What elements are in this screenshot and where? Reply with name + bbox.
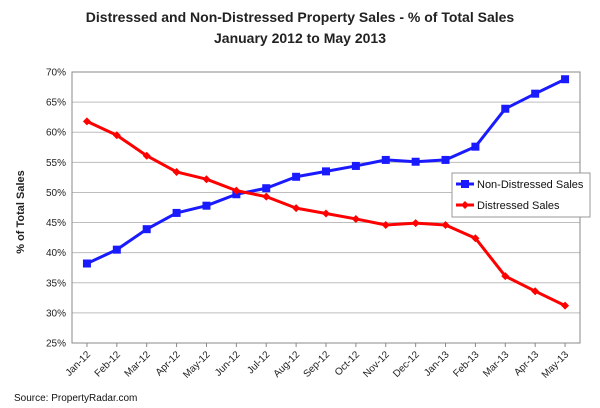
data-point bbox=[531, 89, 540, 98]
x-tick-label: Nov-12 bbox=[361, 349, 392, 380]
x-tick-label: Jul-12 bbox=[245, 349, 272, 376]
data-point bbox=[202, 201, 211, 210]
data-point bbox=[232, 186, 241, 195]
y-tick-label: 55% bbox=[46, 158, 66, 169]
legend: Non-Distressed Sales Distressed Sales bbox=[451, 172, 591, 218]
y-tick-label: 30% bbox=[46, 308, 66, 319]
data-point bbox=[531, 287, 540, 296]
x-tick-label: Apr-13 bbox=[512, 349, 541, 378]
x-tick-label: Feb-12 bbox=[93, 349, 123, 379]
data-point bbox=[112, 245, 121, 254]
data-point bbox=[322, 167, 330, 176]
data-point bbox=[142, 225, 151, 234]
data-point bbox=[381, 155, 390, 164]
x-tick-label: Sep-12 bbox=[302, 349, 333, 380]
data-point bbox=[172, 208, 181, 217]
data-point bbox=[561, 75, 570, 84]
data-point bbox=[292, 172, 301, 181]
x-tick-label: Mar-12 bbox=[123, 349, 153, 379]
data-point bbox=[172, 167, 181, 176]
y-axis-ticks: 25% 30% 35% 40% 45% 50% 55% 60% 65% 70% bbox=[46, 68, 66, 350]
data-point bbox=[561, 301, 570, 310]
chart-title-line2: January 2012 to May 2013 bbox=[214, 30, 386, 46]
x-tick-label: Jan-13 bbox=[422, 349, 452, 379]
data-point bbox=[351, 161, 360, 170]
legend-box bbox=[451, 172, 591, 218]
legend-swatch-marker bbox=[461, 201, 469, 209]
y-tick-label: 70% bbox=[46, 68, 66, 79]
data-point bbox=[411, 157, 420, 166]
x-tick-label: Apr-12 bbox=[154, 349, 183, 378]
data-point bbox=[441, 155, 450, 164]
data-point bbox=[501, 104, 510, 113]
x-tick-label: Jun-12 bbox=[213, 349, 243, 379]
series-group bbox=[82, 75, 570, 310]
x-tick-label: Jan-12 bbox=[64, 349, 94, 379]
data-point bbox=[471, 234, 480, 243]
x-tick-label: Mar-13 bbox=[481, 349, 511, 379]
data-point bbox=[411, 219, 420, 228]
data-point bbox=[351, 214, 360, 223]
source-note: Source: PropertyRadar.com bbox=[14, 393, 137, 404]
y-tick-label: 65% bbox=[46, 98, 66, 109]
x-tick-label: Dec-12 bbox=[391, 349, 422, 380]
data-point bbox=[381, 220, 390, 229]
data-point bbox=[202, 175, 211, 184]
y-tick-label: 35% bbox=[46, 278, 66, 289]
data-point bbox=[262, 184, 271, 193]
chart-title-line1: Distressed and Non-Distressed Property S… bbox=[86, 9, 515, 25]
data-point bbox=[82, 259, 91, 268]
x-tick-label: May-12 bbox=[181, 349, 213, 381]
data-point bbox=[441, 220, 450, 229]
y-tick-label: 45% bbox=[46, 218, 66, 229]
data-point bbox=[322, 209, 330, 218]
data-point bbox=[112, 131, 121, 140]
y-tick-label: 60% bbox=[46, 128, 66, 139]
data-point bbox=[262, 192, 271, 201]
x-tick-label: Oct-12 bbox=[333, 349, 362, 378]
y-tick-label: 40% bbox=[46, 248, 66, 259]
data-point bbox=[292, 204, 301, 213]
data-point bbox=[82, 117, 91, 126]
y-axis-label: % of Total Sales bbox=[15, 170, 27, 254]
x-tick-label: Aug-12 bbox=[272, 349, 303, 380]
x-tick-label: May-13 bbox=[540, 349, 572, 381]
x-tick-label: Feb-13 bbox=[451, 349, 481, 379]
legend-label: Distressed Sales bbox=[477, 200, 560, 212]
y-tick-label: 50% bbox=[46, 188, 66, 199]
data-point bbox=[471, 142, 480, 151]
legend-label: Non-Distressed Sales bbox=[477, 179, 584, 191]
data-point bbox=[142, 151, 151, 160]
data-point bbox=[501, 272, 510, 281]
y-tick-label: 25% bbox=[46, 339, 66, 350]
legend-swatch-marker bbox=[461, 180, 469, 188]
